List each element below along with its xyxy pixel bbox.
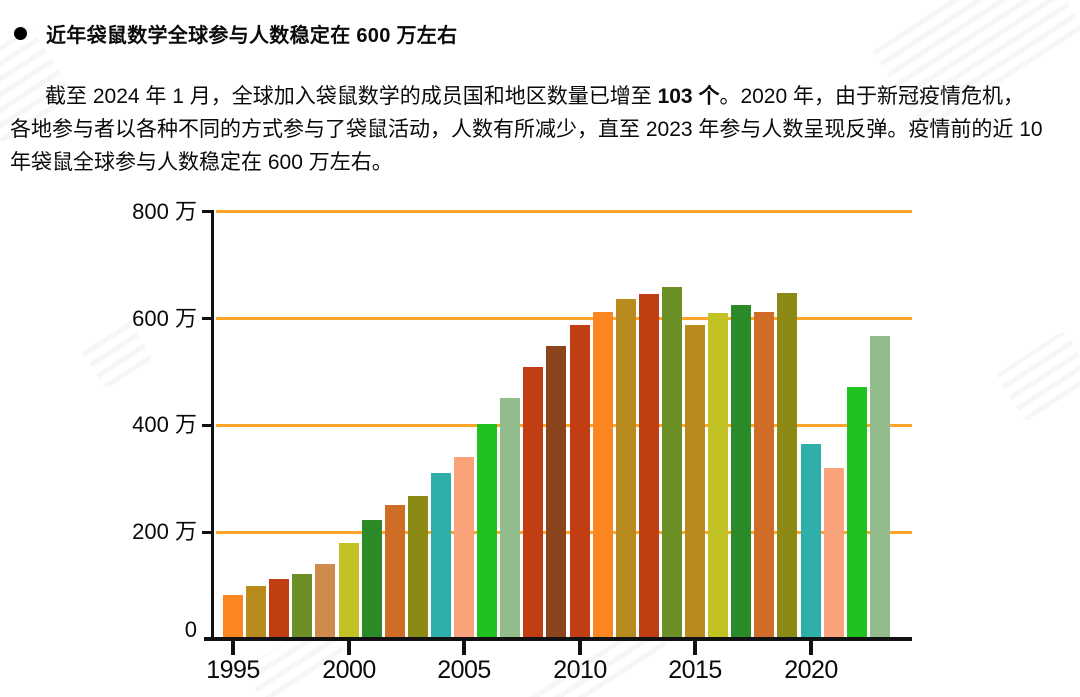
gridline-600 <box>216 317 912 320</box>
x-tick-label: 1995 <box>206 656 260 684</box>
x-axis-tick <box>693 641 697 655</box>
x-tick-label: 2010 <box>553 656 607 684</box>
bar-2009 <box>546 346 566 639</box>
bar-2014 <box>662 287 682 639</box>
bar-2019 <box>777 293 797 639</box>
bar-1997 <box>269 579 289 639</box>
bar-2001 <box>362 520 382 639</box>
x-tick-label: 2015 <box>668 656 722 684</box>
bar-2020 <box>801 444 821 639</box>
y-axis-tick <box>202 531 212 534</box>
x-axis-tick <box>231 641 235 655</box>
paragraph-line-1: 截至 2024 年 1 月，全球加入袋鼠数学的成员国和地区数量已增至 103 个… <box>10 80 1043 113</box>
paragraph-text: 。2020 年，由于新冠疫情危机， <box>719 85 1025 108</box>
bar-2023 <box>870 336 890 639</box>
bar-2017 <box>731 305 751 639</box>
bar-2003 <box>408 496 428 639</box>
bar-1996 <box>246 586 266 639</box>
bar-2022 <box>847 387 867 639</box>
bar-1995 <box>223 595 243 639</box>
y-tick-label: 0 <box>184 617 197 642</box>
gridline-800 <box>216 210 912 213</box>
intro-paragraph: 截至 2024 年 1 月，全球加入袋鼠数学的成员国和地区数量已增至 103 个… <box>10 80 1043 179</box>
x-axis-tick <box>578 641 582 655</box>
x-tick-label: 2020 <box>784 656 838 684</box>
y-tick-label: 400 万 <box>132 412 197 437</box>
paragraph-bold-count: 103 个 <box>657 85 720 108</box>
paragraph-text: 截至 2024 年 1 月，全球加入袋鼠数学的成员国和地区数量已增至 <box>45 85 658 108</box>
section-header: 近年袋鼠数学全球参与人数稳定在 600 万左右 <box>14 19 457 48</box>
bar-2008 <box>523 367 543 639</box>
bullet-icon <box>14 27 27 40</box>
paragraph-line-2: 各地参与者以各种不同的方式参与了袋鼠活动，人数有所减少，直至 2023 年参与人… <box>10 118 1043 141</box>
bar-2015 <box>685 325 705 639</box>
bar-1999 <box>315 564 335 639</box>
y-axis-tick <box>202 424 212 427</box>
section-title: 近年袋鼠数学全球参与人数稳定在 600 万左右 <box>46 25 458 47</box>
y-axis-tick <box>202 317 212 320</box>
bar-2002 <box>385 505 405 639</box>
bar-2006 <box>477 424 497 639</box>
bar-2011 <box>593 312 613 639</box>
bar-2013 <box>639 294 659 639</box>
bar-2005 <box>454 457 474 639</box>
x-axis-tick <box>809 641 813 655</box>
y-axis-tick <box>202 210 212 213</box>
x-tick-label: 2005 <box>437 656 491 684</box>
paragraph-line-3: 年袋鼠全球参与人数稳定在 600 万左右。 <box>10 151 393 174</box>
y-tick-label: 800 万 <box>132 199 197 224</box>
bar-2012 <box>616 299 636 639</box>
bar-2007 <box>500 398 520 639</box>
bar-2004 <box>431 473 451 639</box>
y-tick-label: 600 万 <box>132 306 197 331</box>
bar-2010 <box>570 325 590 639</box>
y-tick-label: 200 万 <box>132 519 197 544</box>
x-axis-line <box>204 637 912 641</box>
bar-1998 <box>292 574 312 639</box>
y-axis-line <box>211 210 214 639</box>
bar-2000 <box>339 543 359 639</box>
bar-2021 <box>824 468 844 639</box>
bar-2018 <box>754 312 774 639</box>
x-axis-tick <box>347 641 351 655</box>
x-tick-label: 2000 <box>322 656 376 684</box>
x-axis-tick <box>462 641 466 655</box>
bar-2016 <box>708 313 728 639</box>
